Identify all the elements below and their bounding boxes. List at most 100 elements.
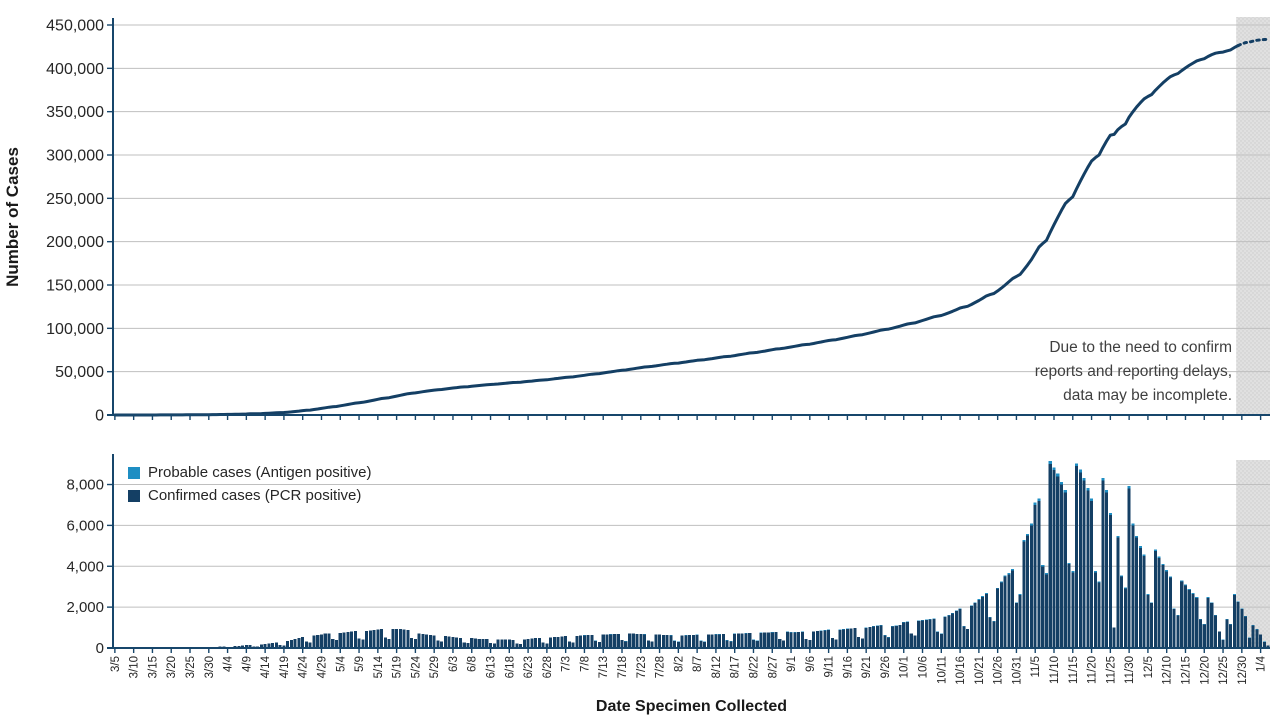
svg-text:150,000: 150,000: [46, 278, 104, 295]
svg-text:12/5: 12/5: [1143, 656, 1155, 678]
svg-text:4,000: 4,000: [66, 558, 104, 575]
svg-text:3/30: 3/30: [204, 656, 216, 678]
svg-text:12/25: 12/25: [1218, 656, 1230, 685]
legend-item-probable: Probable cases (Antigen positive): [128, 464, 371, 481]
svg-text:7/8: 7/8: [579, 656, 591, 672]
svg-text:12/10: 12/10: [1162, 656, 1174, 685]
svg-text:2,000: 2,000: [66, 599, 104, 616]
top-y-tick-labels: 450,000 400,000 350,000 300,000 250,000 200,0…: [46, 18, 104, 425]
incomplete-data-note: Due to the need to confirm reports and r…: [1035, 336, 1232, 408]
svg-text:9/1: 9/1: [786, 656, 798, 672]
svg-text:5/24: 5/24: [410, 655, 422, 678]
svg-text:10/1: 10/1: [899, 656, 911, 678]
svg-text:6/18: 6/18: [504, 656, 516, 678]
svg-text:8/22: 8/22: [748, 656, 760, 678]
svg-text:400,000: 400,000: [46, 61, 104, 78]
note-line-1: Due to the need to confirm: [1049, 339, 1232, 356]
svg-text:11/15: 11/15: [1068, 656, 1080, 684]
confirmed-color-swatch: [128, 489, 140, 502]
svg-text:4/24: 4/24: [298, 655, 310, 678]
svg-text:5/14: 5/14: [373, 655, 385, 678]
daily-case-bars: [113, 461, 1270, 648]
incomplete-data-band: [1236, 17, 1270, 648]
svg-text:11/30: 11/30: [1124, 656, 1136, 684]
svg-text:6/28: 6/28: [542, 656, 554, 678]
svg-text:10/6: 10/6: [918, 656, 930, 678]
svg-text:4/4: 4/4: [223, 655, 235, 672]
svg-text:10/16: 10/16: [955, 656, 967, 685]
svg-text:10/11: 10/11: [936, 656, 948, 684]
svg-text:8/27: 8/27: [767, 656, 779, 678]
svg-text:1/4: 1/4: [1256, 655, 1268, 672]
svg-text:11/10: 11/10: [1049, 656, 1061, 684]
x-axis-title: Date Specimen Collected: [595, 698, 788, 715]
note-line-3: data may be incomplete.: [1063, 387, 1232, 404]
svg-text:9/11: 9/11: [824, 656, 836, 678]
svg-text:7/23: 7/23: [636, 656, 648, 678]
svg-text:200,000: 200,000: [46, 234, 104, 251]
tick-marks: [107, 24, 1262, 653]
svg-text:7/18: 7/18: [617, 656, 629, 678]
svg-text:0: 0: [96, 640, 104, 657]
svg-text:4/14: 4/14: [260, 655, 272, 678]
svg-text:12/20: 12/20: [1199, 656, 1211, 685]
date-tick-labels: 3/5 3/10 3/15 3/20 3/25 3/30 4/4 4/9 4/14 4/19 4/2…: [110, 655, 1268, 684]
svg-text:350,000: 350,000: [46, 104, 104, 121]
svg-text:4/29: 4/29: [316, 656, 328, 678]
svg-text:7/13: 7/13: [598, 656, 610, 678]
svg-text:6/23: 6/23: [523, 656, 535, 678]
svg-text:6/8: 6/8: [467, 656, 479, 672]
svg-text:4/19: 4/19: [279, 656, 291, 678]
svg-text:12/30: 12/30: [1237, 656, 1249, 685]
svg-text:450,000: 450,000: [46, 18, 104, 35]
gridlines: [113, 24, 1270, 608]
svg-text:5/4: 5/4: [335, 655, 347, 672]
note-line-2: reports and reporting delays,: [1034, 363, 1232, 380]
svg-text:8,000: 8,000: [66, 477, 104, 494]
svg-text:11/20: 11/20: [1087, 656, 1099, 684]
svg-text:11/25: 11/25: [1105, 656, 1117, 684]
svg-text:250,000: 250,000: [46, 191, 104, 208]
svg-text:3/20: 3/20: [166, 656, 178, 678]
svg-text:3/5: 3/5: [110, 656, 122, 672]
svg-text:6/3: 6/3: [448, 656, 460, 672]
svg-text:8/17: 8/17: [730, 656, 742, 678]
svg-text:8/2: 8/2: [673, 656, 685, 672]
svg-text:300,000: 300,000: [46, 148, 104, 165]
svg-text:8/7: 8/7: [692, 656, 704, 672]
svg-text:11/5: 11/5: [1030, 656, 1042, 678]
svg-text:9/16: 9/16: [842, 656, 854, 678]
svg-text:5/29: 5/29: [429, 656, 441, 678]
svg-text:50,000: 50,000: [55, 364, 104, 381]
svg-text:9/6: 9/6: [805, 656, 817, 672]
probable-color-swatch: [128, 466, 140, 479]
cumulative-cases-line: [113, 37, 1270, 417]
legend-label-confirmed: Confirmed cases (PCR positive): [148, 487, 362, 504]
svg-text:9/26: 9/26: [880, 656, 892, 678]
svg-text:9/21: 9/21: [861, 656, 873, 678]
svg-text:100,000: 100,000: [46, 321, 104, 338]
svg-text:6,000: 6,000: [66, 517, 104, 534]
svg-text:7/3: 7/3: [561, 656, 573, 672]
svg-text:3/25: 3/25: [185, 656, 197, 678]
bottom-y-tick-labels: 8,000 6,000 4,000 2,000 0: [66, 477, 104, 657]
svg-text:7/28: 7/28: [655, 656, 667, 678]
svg-text:6/13: 6/13: [486, 656, 498, 678]
legend-item-confirmed: Confirmed cases (PCR positive): [128, 487, 371, 504]
svg-text:12/15: 12/15: [1180, 656, 1192, 685]
svg-text:3/10: 3/10: [129, 656, 141, 678]
svg-text:3/15: 3/15: [147, 656, 159, 678]
svg-text:8/12: 8/12: [711, 656, 723, 678]
svg-text:10/31: 10/31: [1011, 656, 1023, 685]
svg-text:5/19: 5/19: [392, 656, 404, 678]
axes: [107, 18, 1270, 649]
svg-text:0: 0: [95, 408, 104, 425]
svg-text:4/9: 4/9: [241, 656, 253, 672]
legend-label-probable: Probable cases (Antigen positive): [148, 464, 372, 481]
svg-text:10/26: 10/26: [993, 656, 1005, 685]
legend: Probable cases (Antigen positive) Confir…: [128, 464, 371, 510]
svg-text:5/9: 5/9: [354, 656, 366, 672]
svg-text:10/21: 10/21: [974, 656, 986, 685]
